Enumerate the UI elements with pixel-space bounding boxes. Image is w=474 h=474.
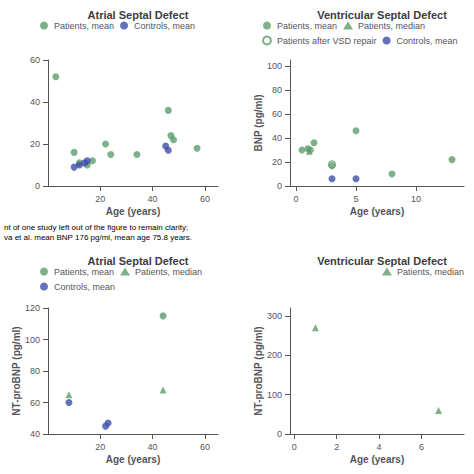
svg-text:40: 40	[30, 429, 40, 439]
svg-text:Age (years): Age (years)	[106, 206, 160, 217]
svg-text:20: 20	[95, 442, 105, 452]
svg-text:60: 60	[200, 442, 210, 452]
svg-text:NT-proBNP (pg/ml): NT-proBNP (pg/ml)	[11, 326, 22, 415]
svg-text:Patients, median: Patients, median	[135, 267, 202, 277]
svg-text:Ventricular Septal Defect: Ventricular Septal Defect	[317, 9, 447, 21]
svg-text:2: 2	[334, 442, 339, 452]
svg-text:0: 0	[292, 442, 297, 452]
svg-text:120: 120	[25, 303, 40, 313]
svg-text:Ventricular Septal Defect: Ventricular Septal Defect	[317, 255, 447, 267]
svg-text:4: 4	[377, 442, 382, 452]
svg-text:5: 5	[353, 194, 358, 204]
svg-text:Age (years): Age (years)	[350, 454, 404, 465]
svg-text:20: 20	[30, 139, 40, 149]
svg-text:NT-proBNP (pg/ml): NT-proBNP (pg/ml)	[253, 326, 264, 415]
svg-text:nt of one study left out of th: nt of one study left out of the figure t…	[4, 223, 188, 232]
svg-text:20: 20	[272, 157, 282, 167]
svg-text:60: 60	[272, 109, 282, 119]
svg-text:40: 40	[30, 97, 40, 107]
svg-text:Patients, mean: Patients, mean	[54, 21, 114, 31]
svg-text:300: 300	[267, 311, 282, 321]
svg-text:10: 10	[411, 194, 421, 204]
svg-text:Patients, mean: Patients, mean	[54, 267, 114, 277]
svg-text:va et al. mean BNP 176 pg/ml,: va et al. mean BNP 176 pg/ml, mean age 7…	[4, 233, 192, 242]
svg-text:40: 40	[148, 194, 158, 204]
svg-text:40: 40	[272, 133, 282, 143]
svg-text:6: 6	[419, 442, 424, 452]
svg-text:80: 80	[30, 366, 40, 376]
svg-text:0: 0	[35, 181, 40, 191]
svg-text:100: 100	[267, 61, 282, 71]
svg-text:Age (years): Age (years)	[106, 454, 160, 465]
svg-text:60: 60	[30, 55, 40, 65]
svg-text:Controls, mean: Controls, mean	[134, 21, 195, 31]
svg-text:60: 60	[30, 398, 40, 408]
svg-text:100: 100	[267, 390, 282, 400]
svg-text:40: 40	[148, 442, 158, 452]
svg-text:0: 0	[277, 429, 282, 439]
svg-text:0: 0	[277, 181, 282, 191]
svg-text:Atrial Septal Defect: Atrial Septal Defect	[88, 255, 189, 267]
svg-text:Patients, mean: Patients, mean	[277, 21, 337, 31]
svg-text:20: 20	[95, 194, 105, 204]
svg-text:Patients, median: Patients, median	[358, 21, 425, 31]
svg-text:BNP (pg/ml): BNP (pg/ml)	[253, 94, 264, 151]
svg-text:Controls, mean: Controls, mean	[397, 36, 458, 46]
svg-text:200: 200	[267, 350, 282, 360]
svg-text:Age (years): Age (years)	[350, 206, 404, 217]
svg-text:100: 100	[25, 335, 40, 345]
svg-text:Atrial Septal Defect: Atrial Septal Defect	[88, 9, 189, 21]
svg-text:0: 0	[293, 194, 298, 204]
svg-text:Controls, mean: Controls, mean	[54, 282, 115, 292]
svg-text:60: 60	[200, 194, 210, 204]
svg-text:Patients after VSD repair: Patients after VSD repair	[277, 36, 377, 46]
svg-text:Patients, median: Patients, median	[397, 267, 464, 277]
svg-text:80: 80	[272, 85, 282, 95]
